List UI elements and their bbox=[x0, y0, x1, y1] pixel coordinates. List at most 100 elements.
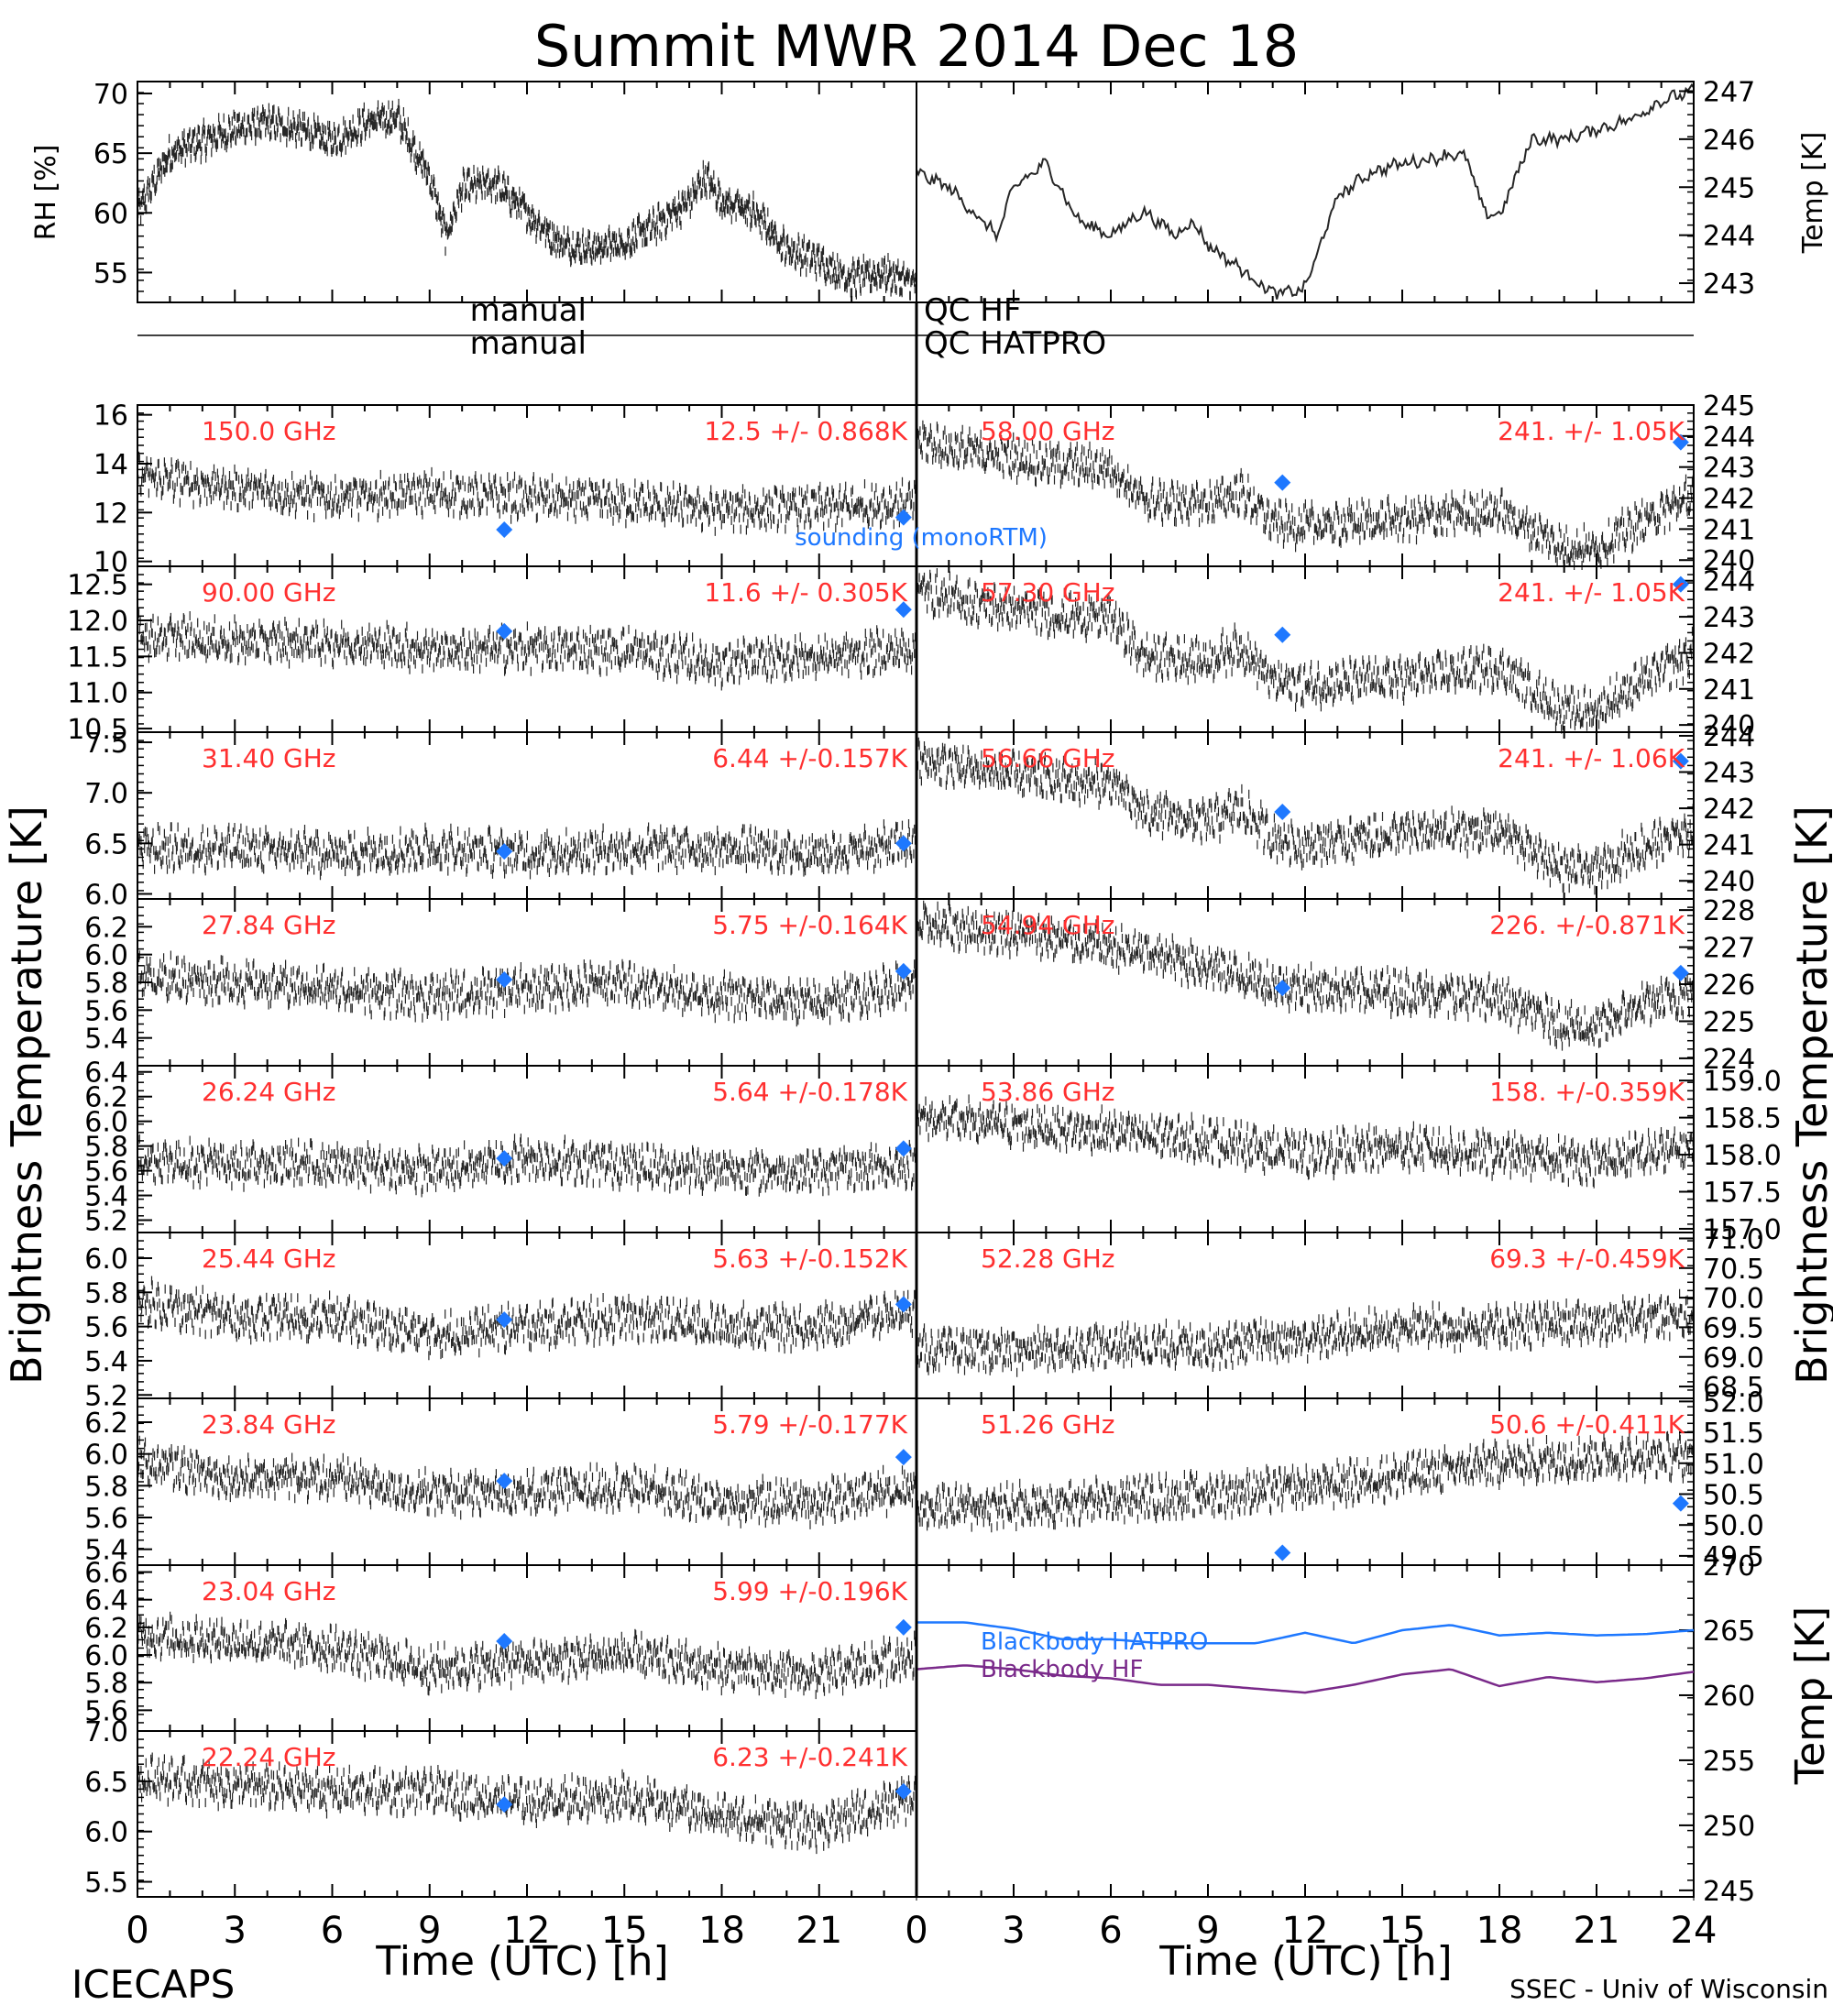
frequency-label: 51.26 GHz bbox=[981, 1409, 1115, 1440]
sounding-point bbox=[1672, 575, 1689, 593]
y-tick-label: 55 bbox=[93, 257, 128, 290]
y-tick-label: 5.4 bbox=[84, 1024, 128, 1056]
y-tick-label: 241 bbox=[1703, 830, 1755, 862]
y-tick-label: 255 bbox=[1703, 1746, 1755, 1778]
frequency-label: 23.84 GHz bbox=[202, 1409, 336, 1440]
qc-hf-manual-label: manual bbox=[470, 292, 587, 329]
sounding-point bbox=[1274, 804, 1291, 821]
statistics-label: 241. +/- 1.06K bbox=[1498, 743, 1685, 773]
frequency-label: 25.44 GHz bbox=[202, 1244, 336, 1274]
y-tick-label: 10.5 bbox=[67, 714, 128, 746]
frequency-label: 23.04 GHz bbox=[202, 1576, 336, 1606]
y-tick-label: 5.4 bbox=[84, 1535, 128, 1567]
y-tick-label: 245 bbox=[1703, 172, 1755, 204]
y-tick-label: 6.0 bbox=[84, 1107, 128, 1139]
y-tick-label: 241 bbox=[1703, 514, 1755, 546]
y-tick-label: 6.5 bbox=[84, 1767, 128, 1799]
sounding-point bbox=[496, 622, 513, 640]
sounding-point bbox=[895, 1782, 912, 1800]
y-tick-label: 5.6 bbox=[84, 995, 128, 1027]
statistics-label: 5.75 +/-0.164K bbox=[712, 910, 907, 940]
y-tick-label: 14 bbox=[93, 449, 128, 481]
y-tick-label: 5.6 bbox=[84, 1312, 128, 1344]
sounding-point bbox=[895, 601, 912, 619]
y-tick-label: 68.5 bbox=[1703, 1372, 1764, 1404]
panel-53-86-ghz: 157.0 157.5 158.0 158.5 159.0 53.86 GHz 158. +… bbox=[916, 1065, 1782, 1246]
sounding-point bbox=[1274, 626, 1291, 643]
x-tick-label-right: 12 bbox=[1282, 1910, 1329, 1952]
y-tick-label: 6.5 bbox=[84, 828, 128, 860]
y-tick-label: 5.8 bbox=[84, 1277, 128, 1309]
y-tick-label: 6.2 bbox=[84, 1613, 128, 1645]
y-tick-label: 6.0 bbox=[84, 1817, 128, 1849]
statistics-label: 5.63 +/-0.152K bbox=[712, 1244, 907, 1274]
y-tick-label: 241 bbox=[1703, 674, 1755, 707]
y-tick-label: 5.2 bbox=[84, 1206, 128, 1238]
data-trace bbox=[137, 608, 917, 691]
x-tick-label-right: 0 bbox=[905, 1910, 927, 1952]
sounding-point bbox=[1274, 980, 1291, 997]
y-tick-label: 245 bbox=[1703, 390, 1755, 422]
y-tick-label: 6.4 bbox=[84, 1585, 128, 1617]
sounding-point bbox=[1672, 964, 1689, 981]
y-tick-label: 5.8 bbox=[84, 1471, 128, 1503]
y-tick-label: 157.5 bbox=[1703, 1178, 1782, 1210]
statistics-label: 69.3 +/-0.459K bbox=[1489, 1244, 1685, 1274]
y-tick-label: 247 bbox=[1703, 76, 1755, 108]
statistics-label: 6.23 +/-0.241K bbox=[712, 1742, 907, 1772]
y-tick-label: 7.0 bbox=[84, 1716, 128, 1748]
panel-54-94-ghz: 224 225 226 227 228 54.94 GHz 226. +/-0.871K bbox=[916, 895, 1755, 1076]
footer-right-label: SSEC - Univ of Wisconsin bbox=[1509, 1974, 1828, 2004]
x-axis-label-right: Time (UTC) [h] bbox=[1158, 1938, 1452, 1985]
qc-hatpro-manual-label: manual bbox=[470, 325, 587, 362]
panel-31-40-ghz: 6.0 6.5 7.0 7.5 31.40 GHz 6.44 +/-0.157K bbox=[84, 728, 917, 911]
frequency-label: 58.00 GHz bbox=[981, 416, 1115, 446]
sounding-point bbox=[496, 843, 513, 860]
sounding-point bbox=[496, 1473, 513, 1490]
panel-27-84-ghz: 5.45.65.86.06.2 27.84 GHz 5.75 +/-0.164K bbox=[84, 898, 917, 1067]
y-tick-label: 51.5 bbox=[1703, 1418, 1764, 1450]
statistics-label: 12.5 +/- 0.868K bbox=[704, 416, 907, 446]
y-tick-label: 158.0 bbox=[1703, 1140, 1782, 1172]
y-tick-label: 240 bbox=[1703, 866, 1755, 898]
y-tick-label: 244 bbox=[1703, 566, 1755, 598]
blackbody-hatpro-line bbox=[916, 1621, 1695, 1645]
statistics-label: 11.6 +/- 0.305K bbox=[704, 577, 907, 608]
y-tick-label: 71.0 bbox=[1703, 1223, 1764, 1255]
y-tick-label: 11.0 bbox=[67, 678, 128, 710]
y-tick-label: 242 bbox=[1703, 638, 1755, 670]
panel-51-26-ghz: 49.550.050.551.051.552.0 51.26 GHz 50.6 +/… bbox=[916, 1386, 1764, 1573]
x-tick-label-right: 24 bbox=[1671, 1910, 1718, 1952]
sounding-point bbox=[895, 835, 912, 852]
panel-frame bbox=[916, 81, 1695, 303]
sounding-point bbox=[1274, 474, 1291, 491]
x-tick-label-right: 18 bbox=[1476, 1910, 1523, 1952]
sounding-point bbox=[895, 1618, 912, 1636]
y-tick-label: 6.0 bbox=[84, 879, 128, 911]
y-tick-label: 52.0 bbox=[1703, 1386, 1764, 1419]
y-tick-label: 51.0 bbox=[1703, 1449, 1764, 1481]
y-tick-label: 6.0 bbox=[84, 940, 128, 972]
y-tick-label: 6.0 bbox=[84, 1440, 128, 1472]
frequency-label: 90.00 GHz bbox=[202, 577, 336, 608]
y-tick-label: 12.0 bbox=[67, 606, 128, 638]
frequency-label: 27.84 GHz bbox=[202, 910, 336, 940]
panel-22-24-ghz: 5.5 6.0 6.5 7.0 22.24 GHz 6.23 +/-0.241K bbox=[84, 1716, 917, 1900]
frequency-label: 26.24 GHz bbox=[202, 1077, 336, 1107]
y-tick-label: 11.5 bbox=[67, 641, 128, 674]
data-trace bbox=[916, 1094, 1695, 1189]
data-trace bbox=[916, 82, 1695, 300]
temp-y-axis-label: Temp [K] bbox=[1797, 132, 1829, 255]
qc-hatpro-label: QC HATPRO bbox=[924, 325, 1106, 362]
panel-25-44-ghz: 5.25.45.65.86.0 25.44 GHz 5.63 +/-0.152K bbox=[84, 1232, 917, 1412]
y-tick-label: 224 bbox=[1703, 1044, 1755, 1076]
y-tick-label: 12 bbox=[93, 498, 128, 530]
y-tick-label: 6.2 bbox=[84, 1082, 128, 1114]
y-tick-label: 157.0 bbox=[1703, 1214, 1782, 1246]
blackbody-hf-label: Blackbody HF bbox=[981, 1656, 1143, 1683]
x-tick-label-right: 9 bbox=[1196, 1910, 1219, 1952]
sounding-legend-label: sounding (monoRTM) bbox=[795, 524, 1048, 552]
data-trace bbox=[137, 819, 917, 881]
